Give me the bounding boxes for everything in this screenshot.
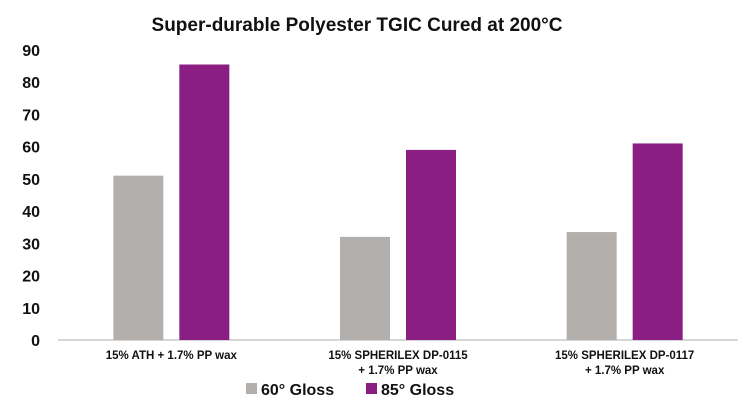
y-tick-label: 10: [22, 301, 40, 318]
y-tick-label: 40: [22, 204, 40, 221]
bar-gloss-85: [179, 64, 230, 340]
y-tick-label: 60: [22, 140, 40, 157]
chart-title: Super-durable Polyester TGIC Cured at 20…: [152, 15, 563, 36]
y-tick-label: 0: [31, 333, 40, 350]
y-tick-label: 50: [22, 172, 40, 189]
category-label: + 1.7% PP wax: [585, 365, 665, 377]
y-tick-label: 20: [22, 269, 40, 286]
category-label: 15% SPHERILEX DP-0115: [328, 350, 468, 362]
category-label: 15% SPHERILEX DP-0117: [555, 350, 694, 362]
y-tick-label: 30: [22, 236, 40, 253]
legend-label: 60° Gloss: [261, 382, 334, 399]
bar-gloss-60: [113, 175, 164, 340]
category-label: 15% ATH + 1.7% PP wax: [106, 350, 238, 362]
category-label: + 1.7% PP wax: [358, 365, 438, 377]
y-axis-ticks: 0 10 20 30 40 50 60 70 80 90: [22, 43, 40, 350]
y-tick-label: 70: [22, 107, 40, 124]
category-labels: 15% ATH + 1.7% PP wax 15% SPHERILEX DP-01…: [106, 350, 695, 377]
bars-group: [113, 64, 683, 340]
bar-gloss-85: [406, 149, 456, 340]
legend-swatch: [366, 383, 377, 394]
legend-swatch: [246, 383, 257, 394]
bar-gloss-60: [340, 236, 390, 340]
y-tick-label: 90: [22, 43, 40, 60]
bar-gloss-60: [566, 232, 617, 340]
legend-label: 85° Gloss: [381, 382, 454, 399]
legend: 60° Gloss 85° Gloss: [246, 382, 454, 399]
y-tick-label: 80: [22, 75, 40, 92]
bar-gloss-85: [632, 143, 683, 340]
